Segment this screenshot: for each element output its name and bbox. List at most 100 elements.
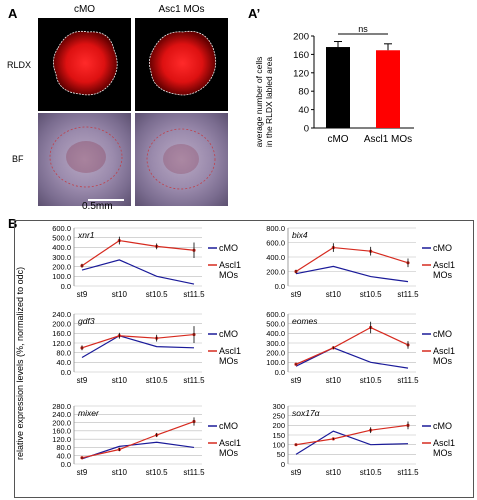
- ytick-label: 200.0: [266, 348, 285, 357]
- row-label-bf: BF: [12, 154, 24, 164]
- ytick-label: 200.0: [266, 267, 285, 276]
- ytick-label: 200.0: [52, 418, 71, 427]
- ytick-label: 80.0: [56, 348, 71, 357]
- legend-label-ascl1-2: MOs: [433, 448, 452, 458]
- ytick-label: 600.0: [52, 224, 71, 233]
- ytick-label: 120.0: [52, 339, 71, 348]
- xtick-label-st11-5: st11.5: [183, 376, 205, 385]
- xtick-label-st10: st10: [112, 376, 128, 385]
- ytick-label: 400.0: [266, 329, 285, 338]
- legend-label-ascl1: Ascl1: [433, 260, 455, 270]
- bf-image-asc1: [135, 113, 228, 206]
- row-label-rldx: RLDX: [7, 60, 32, 70]
- legend-label-ascl1: Ascl1: [433, 438, 455, 448]
- ytick-label: 50: [277, 450, 285, 459]
- chart-bix4: 0.0 200.0 400.0 600.0 800.0 st9 st10 st10.5 st11…: [266, 224, 455, 299]
- series-line-ascl1-mos: [81, 333, 195, 349]
- bar-ytick-label: 160: [293, 50, 309, 61]
- bar-xlabel-cmo: cMO: [327, 134, 348, 145]
- bar-ascl1-mos: [376, 50, 400, 128]
- panel-a-letter: A: [8, 6, 18, 21]
- legend-label-ascl1: Ascl1: [219, 260, 241, 270]
- legend-label-cmo: cMO: [219, 243, 238, 253]
- xtick-label-st10: st10: [326, 376, 342, 385]
- ytick-label: 240.0: [52, 410, 71, 419]
- rldx-image-cmo: [38, 18, 131, 111]
- xtick-label-st10: st10: [326, 290, 342, 299]
- ytick-label: 160.0: [52, 329, 71, 338]
- bar-cmo: [326, 47, 350, 128]
- xtick-label-st10: st10: [112, 468, 128, 477]
- legend-label-ascl1-2: MOs: [219, 448, 238, 458]
- legend-label-ascl1: Ascl1: [219, 346, 241, 356]
- ytick-label: 400.0: [52, 243, 71, 252]
- ytick-label: 300.0: [52, 253, 71, 262]
- bar-ytick-label: 0: [304, 124, 309, 135]
- bar-ytick-label: 200: [293, 32, 309, 43]
- ytick-label: 0.0: [61, 282, 71, 291]
- xtick-label-st10: st10: [112, 290, 128, 299]
- scale-bar-label: 0.5mm: [82, 201, 113, 212]
- series-line-ascl1-mos: [295, 326, 409, 365]
- ytick-label: 0.0: [61, 460, 71, 469]
- chart-title: mixer: [78, 408, 100, 418]
- ytick-label: 600.0: [266, 310, 285, 319]
- ytick-label: 40.0: [56, 452, 71, 461]
- panel-b-frame: [14, 220, 474, 498]
- chart-title: gdf3: [78, 316, 95, 326]
- series-line-cmo: [81, 335, 195, 359]
- col-label-asc1: Asc1 MOs: [158, 4, 205, 15]
- xtick-label-st9: st9: [77, 376, 88, 385]
- xtick-label-st10-5: st10.5: [360, 468, 382, 477]
- legend-label-ascl1-2: MOs: [433, 356, 452, 366]
- ytick-label: 100: [272, 440, 285, 449]
- bf-image-cmo: [38, 113, 131, 206]
- xtick-label-st10-5: st10.5: [146, 376, 168, 385]
- ytick-label: 160.0: [52, 427, 71, 436]
- legend-label-cmo: cMO: [433, 421, 452, 431]
- xtick-label-st11-5: st11.5: [397, 376, 419, 385]
- ytick-label: 250: [272, 411, 285, 420]
- bar-ytick-label: 120: [293, 68, 309, 79]
- xtick-label-st9: st9: [77, 290, 88, 299]
- ytick-label: 0: [281, 460, 285, 469]
- sig-label: ns: [358, 24, 368, 34]
- bar-ytick-label: 80: [298, 87, 309, 98]
- xtick-label-st9: st9: [291, 468, 302, 477]
- ytick-label: 80.0: [56, 443, 71, 452]
- ytick-label: 500.0: [266, 319, 285, 328]
- ytick-label: 600.0: [266, 238, 285, 247]
- scale-bar: [88, 199, 124, 201]
- ytick-label: 200: [272, 421, 285, 430]
- xtick-label-st10-5: st10.5: [146, 468, 168, 477]
- series-line-ascl1-mos: [295, 246, 409, 273]
- xtick-label-st10-5: st10.5: [360, 376, 382, 385]
- series-line-cmo: [295, 347, 409, 369]
- legend-label-cmo: cMO: [219, 329, 238, 339]
- panel-a-prime-letter: A’: [248, 6, 261, 21]
- series-line-cmo: [81, 441, 195, 460]
- panel-b-letter: B: [8, 216, 18, 231]
- legend-label-cmo: cMO: [433, 243, 452, 253]
- xtick-label-st11-5: st11.5: [397, 290, 419, 299]
- ytick-label: 240.0: [52, 310, 71, 319]
- xtick-label-st10: st10: [326, 468, 342, 477]
- bar-ylabel: average number of cellsin the RLDX lable…: [254, 57, 274, 148]
- xtick-label-st11-5: st11.5: [183, 290, 205, 299]
- xtick-label-st9: st9: [291, 290, 302, 299]
- ytick-label: 200.0: [52, 319, 71, 328]
- series-line-ascl1-mos: [81, 239, 195, 267]
- legend-label-ascl1: Ascl1: [433, 346, 455, 356]
- xtick-label-st9: st9: [77, 468, 88, 477]
- bar-xlabel-ascl1-mos: Ascl1 MOs: [364, 134, 412, 145]
- legend-label-ascl1-2: MOs: [219, 270, 238, 280]
- bar-ytick-label: 40: [298, 105, 309, 116]
- ytick-label: 280.0: [52, 402, 71, 411]
- ytick-label: 40.0: [56, 358, 71, 367]
- ytick-label: 300.0: [266, 339, 285, 348]
- legend-label-ascl1-2: MOs: [219, 356, 238, 366]
- xtick-label-st11-5: st11.5: [397, 468, 419, 477]
